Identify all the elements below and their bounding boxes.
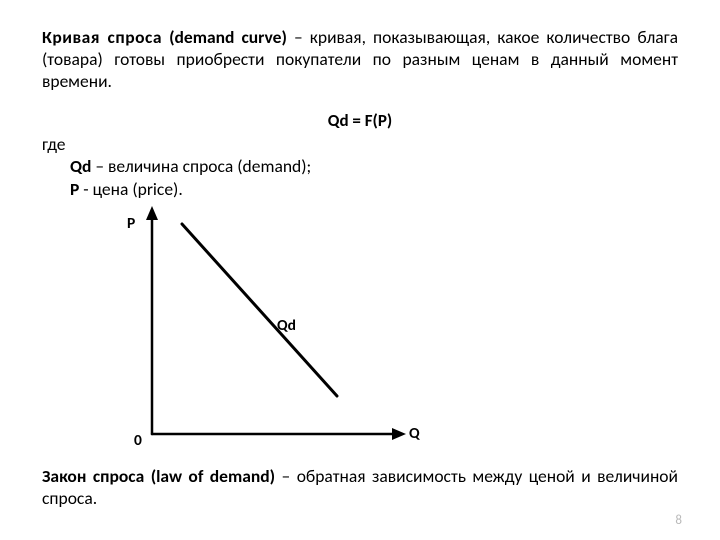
demand-curve-chart: P Q Qd 0 [107, 206, 437, 461]
var-qd-line: Qd – величина спроса (demand); [70, 155, 678, 177]
definition-term-en: (demand curve) [169, 26, 287, 48]
chart-svg [107, 206, 437, 461]
var-qd-desc: – величина спроса (demand); [91, 155, 311, 177]
law-paragraph: Закон спроса (law of demand) – обратная … [42, 465, 678, 510]
var-qd-symbol: Qd [70, 155, 91, 177]
y-axis-label: P [127, 214, 135, 233]
curve-label: Qd [277, 316, 296, 335]
origin-label: 0 [134, 431, 142, 450]
formula: Qd = F(P) [42, 110, 678, 131]
page: Кривая спроса (demand curve) – кривая, п… [0, 0, 720, 540]
law-term-ru: Закон спроса [42, 465, 144, 487]
var-p-desc: - цена (price). [79, 178, 182, 200]
x-axis-label: Q [409, 424, 420, 443]
definition-paragraph: Кривая спроса (demand curve) – кривая, п… [42, 26, 678, 93]
var-p-symbol: P [70, 178, 79, 200]
var-p-line: P - цена (price). [70, 178, 678, 200]
where-label: где [42, 133, 678, 155]
definition-term-ru: Кривая спроса [42, 26, 162, 48]
page-number: 8 [675, 513, 682, 528]
law-term-en: (law of demand) [151, 465, 275, 487]
